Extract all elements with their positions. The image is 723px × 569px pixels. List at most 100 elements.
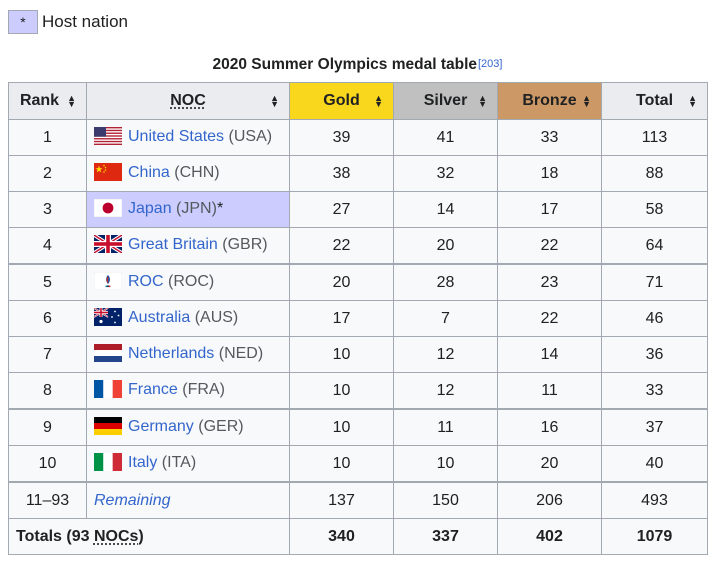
table-row: 9 Germany (GER) 10 11 16 37 bbox=[8, 408, 708, 446]
column-header-noc-label: NOC bbox=[170, 92, 206, 109]
total-count-cell: 493 bbox=[601, 481, 708, 519]
rank-cell: 3 bbox=[8, 191, 87, 228]
country-code: (USA) bbox=[228, 128, 273, 146]
country-link[interactable]: China bbox=[128, 164, 170, 182]
table-row: 8 France (FRA) 10 12 11 33 bbox=[8, 372, 708, 410]
country-code: (GBR) bbox=[222, 236, 268, 254]
bronze-count-cell: 14 bbox=[497, 336, 602, 373]
gold-count-cell: 10 bbox=[289, 372, 394, 410]
host-nation-swatch: * bbox=[8, 10, 38, 34]
gold-count-cell: 38 bbox=[289, 155, 394, 192]
gold-count-cell: 39 bbox=[289, 119, 394, 156]
bronze-count-cell: 11 bbox=[497, 372, 602, 410]
country-link[interactable]: ROC bbox=[128, 273, 164, 291]
rank-cell: 8 bbox=[8, 372, 87, 410]
country-link[interactable]: Japan bbox=[128, 200, 172, 218]
total-count-cell: 64 bbox=[601, 227, 708, 265]
totals-silver-cell: 337 bbox=[393, 518, 498, 555]
country-link[interactable]: Netherlands bbox=[128, 345, 215, 363]
bronze-count-cell: 16 bbox=[497, 408, 602, 446]
gold-count-cell: 17 bbox=[289, 300, 394, 337]
reference-link[interactable]: [203] bbox=[478, 58, 503, 70]
medal-table-body: 1 United States (USA) 39 41 33 113 2 China (CHN… bbox=[8, 119, 708, 555]
total-count-cell: 36 bbox=[601, 336, 708, 373]
total-count-cell: 88 bbox=[601, 155, 708, 192]
noc-cell: Great Britain (GBR) bbox=[86, 227, 290, 265]
country-code: (FRA) bbox=[182, 381, 225, 399]
column-header-rank-label: Rank bbox=[19, 92, 60, 109]
sort-icon[interactable]: ▲ ▼ bbox=[688, 93, 697, 109]
bronze-count-cell: 206 bbox=[497, 481, 602, 519]
rank-cell: 7 bbox=[8, 336, 87, 373]
netherlands-flag-icon bbox=[94, 344, 122, 363]
noc-cell: China (CHN) bbox=[86, 155, 290, 192]
column-header-silver[interactable]: Silver ▲ ▼ bbox=[393, 82, 498, 120]
column-header-bronze-label: Bronze bbox=[522, 92, 577, 109]
country-link[interactable]: United States bbox=[128, 128, 225, 146]
china-flag-icon bbox=[94, 163, 122, 182]
sort-icon[interactable]: ▲ ▼ bbox=[582, 93, 591, 109]
silver-count-cell: 32 bbox=[393, 155, 498, 192]
country-link[interactable]: Great Britain bbox=[128, 236, 218, 254]
bronze-count-cell: 33 bbox=[497, 119, 602, 156]
sort-icon[interactable]: ▲ ▼ bbox=[478, 93, 487, 109]
table-row: 7 Netherlands (NED) 10 12 14 36 bbox=[8, 336, 708, 373]
column-header-noc[interactable]: NOC ▲ ▼ bbox=[86, 82, 290, 120]
sort-icon[interactable]: ▲ ▼ bbox=[270, 93, 279, 109]
totals-label-suffix: ) bbox=[138, 527, 144, 545]
column-header-gold-label: Gold bbox=[323, 92, 360, 109]
country-code: (ITA) bbox=[161, 454, 197, 472]
silver-count-cell: 12 bbox=[393, 336, 498, 373]
remaining-row: 11–93 Remaining 137 150 206 493 bbox=[8, 481, 708, 519]
totals-label-cell: Totals (93 NOCs) bbox=[8, 518, 290, 555]
bronze-count-cell: 22 bbox=[497, 300, 602, 337]
total-count-cell: 40 bbox=[601, 445, 708, 483]
sort-icon[interactable]: ▲ ▼ bbox=[67, 93, 76, 109]
total-count-cell: 37 bbox=[601, 408, 708, 446]
silver-count-cell: 20 bbox=[393, 227, 498, 265]
country-code: (JPN) bbox=[176, 200, 217, 218]
silver-count-cell: 14 bbox=[393, 191, 498, 228]
rank-cell: 1 bbox=[8, 119, 87, 156]
country-code: (CHN) bbox=[174, 164, 220, 182]
noc-cell: Australia (AUS) bbox=[86, 300, 290, 337]
italy-flag-icon bbox=[94, 453, 122, 472]
totals-row: Totals (93 NOCs) 340 337 402 1079 bbox=[8, 518, 708, 555]
gbr-flag-icon bbox=[93, 233, 123, 255]
noc-cell: Germany (GER) bbox=[86, 408, 290, 446]
silver-count-cell: 11 bbox=[393, 408, 498, 446]
country-link[interactable]: Italy bbox=[128, 454, 158, 472]
column-header-bronze[interactable]: Bronze ▲ ▼ bbox=[497, 82, 602, 120]
table-row: 3 Japan (JPN)* 27 14 17 58 bbox=[8, 191, 708, 228]
bronze-count-cell: 18 bbox=[497, 155, 602, 192]
totals-gold-cell: 340 bbox=[289, 518, 394, 555]
gold-count-cell: 10 bbox=[289, 408, 394, 446]
silver-count-cell: 7 bbox=[393, 300, 498, 337]
noc-cell: France (FRA) bbox=[86, 372, 290, 410]
table-row: 2 China (CHN) 38 32 18 88 bbox=[8, 155, 708, 192]
total-count-cell: 33 bbox=[601, 372, 708, 410]
column-header-total[interactable]: Total ▲ ▼ bbox=[601, 82, 708, 120]
totals-total-cell: 1079 bbox=[601, 518, 708, 555]
noc-cell: Netherlands (NED) bbox=[86, 336, 290, 373]
country-link[interactable]: Germany bbox=[128, 418, 194, 436]
sort-icon[interactable]: ▲ ▼ bbox=[374, 93, 383, 109]
gold-count-cell: 10 bbox=[289, 445, 394, 483]
country-code: (AUS) bbox=[194, 309, 239, 327]
noc-cell: United States (USA) bbox=[86, 119, 290, 156]
column-header-rank[interactable]: Rank ▲ ▼ bbox=[8, 82, 87, 120]
noc-cell: Japan (JPN)* bbox=[86, 191, 290, 228]
table-row: 5 ROC (ROC) 20 28 23 71 bbox=[8, 263, 708, 301]
total-count-cell: 113 bbox=[601, 119, 708, 156]
totals-label-abbr: NOCs bbox=[93, 527, 139, 545]
remaining-link[interactable]: Remaining bbox=[94, 491, 171, 509]
roc-flag-icon bbox=[93, 272, 123, 291]
host-nation-label: Host nation bbox=[42, 12, 128, 31]
country-link[interactable]: Australia bbox=[128, 309, 191, 327]
noc-cell: Italy (ITA) bbox=[86, 445, 290, 483]
australia-flag-icon bbox=[93, 307, 122, 327]
column-header-silver-label: Silver bbox=[423, 92, 468, 109]
country-code: (ROC) bbox=[168, 273, 215, 291]
column-header-gold[interactable]: Gold ▲ ▼ bbox=[289, 82, 394, 120]
country-link[interactable]: France bbox=[128, 381, 178, 399]
